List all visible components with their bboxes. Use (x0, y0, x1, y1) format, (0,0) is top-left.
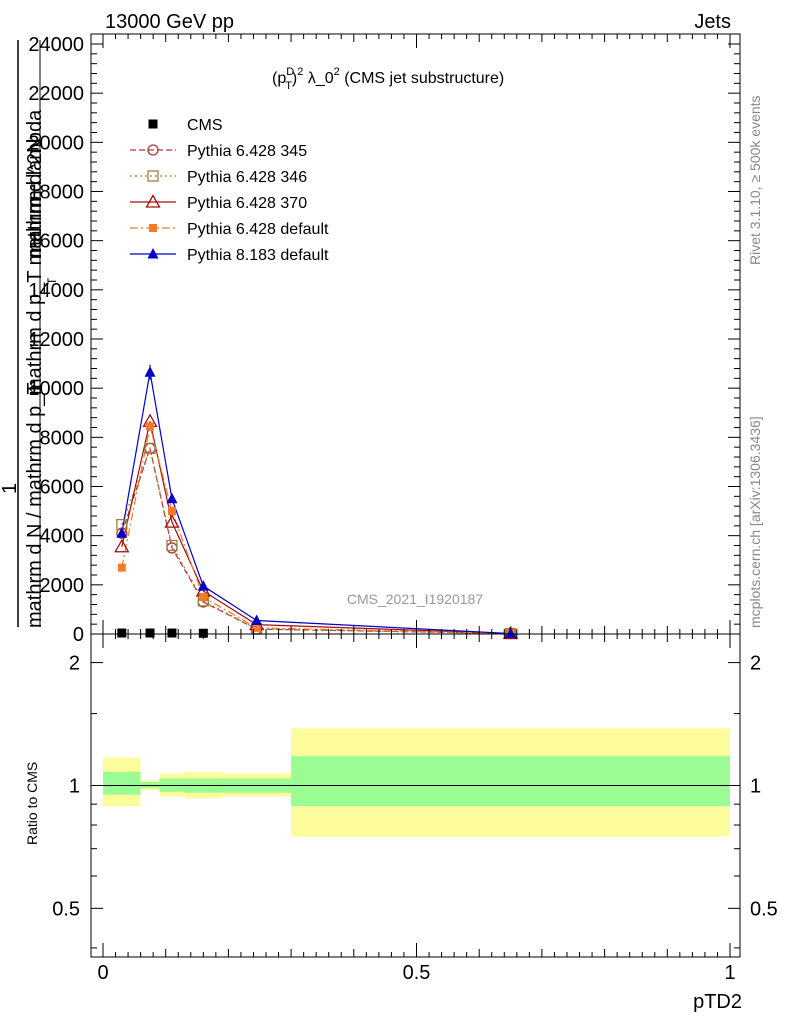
series-line-py8 (121, 372, 511, 635)
series-line-pydef (121, 426, 511, 635)
main-ytick-label: 16000 (28, 231, 84, 253)
ratio-ytick-label: 1 (69, 775, 80, 797)
legend-label-py8: Pythia 8.183 default (187, 247, 329, 264)
series-line-py370 (121, 421, 511, 635)
xlabel: pTD2 (693, 991, 742, 1013)
energy-label: 13000 GeV pp (105, 11, 234, 33)
legend-marker-py345 (147, 144, 159, 156)
xtick-label: 1 (724, 962, 735, 984)
legend-marker-cms (148, 119, 158, 129)
main-ylabel: 1 mathrm d N / mathrm d p_T mathrm d^2N … (0, 40, 59, 628)
point-pydef (167, 507, 176, 516)
legend-marker-py8 (147, 248, 159, 259)
legend-label-cms: CMS (187, 117, 223, 134)
main-ytick-label: 4000 (40, 526, 85, 548)
point-pydef (146, 422, 155, 431)
watermark: CMS_2021_I1920187 (347, 591, 483, 607)
main-ytick-label: 8000 (40, 427, 85, 449)
point-py8 (197, 580, 209, 591)
main-ytick-label: 0 (73, 624, 84, 646)
point-py8 (166, 492, 178, 504)
title-close: ) (292, 70, 297, 87)
ratio-ytick-label: 0.5 (52, 898, 80, 920)
point-py370 (114, 538, 130, 553)
xtick-label: 0 (97, 962, 108, 984)
title-p: (p (272, 70, 286, 87)
main-panel: 0 2000 4000 6000 8000 10000 12000 14000 16000 180… (0, 33, 741, 646)
ratio-ylabel: Ratio to CMS (24, 762, 40, 845)
ylabel-dn-dpt: mathrm d N / mathrm d p_T (24, 382, 46, 628)
ratio-band-inner (291, 756, 730, 807)
main-ytick-label: 10000 (28, 378, 84, 400)
main-ytick-label: 24000 (28, 34, 84, 56)
main-ytick-label: 18000 (28, 182, 84, 204)
point-py346 (166, 539, 178, 552)
point-cms (145, 628, 155, 638)
legend-label-py345: Pythia 6.428 345 (187, 143, 307, 160)
ylabel-d2n: mathrm d^2N (24, 139, 46, 258)
point-pydef (117, 563, 126, 572)
xtick-label: 0.5 (403, 962, 431, 984)
main-ytick-label: 6000 (40, 477, 85, 499)
ratio-frame (90, 633, 741, 958)
point-cms (117, 628, 127, 638)
point-py346 (144, 442, 156, 455)
point-pydef (252, 623, 261, 632)
ratio-ytick-label-right: 2 (750, 653, 761, 675)
ratio-ytick-label: 2 (69, 653, 80, 675)
ratio-ytick-label-right: 0.5 (750, 898, 778, 920)
main-ytick-label: 14000 (28, 280, 84, 302)
mcplots-label: mcplots.cern.ch [arXiv:1306.3436] (747, 416, 763, 628)
ylabel-dpt-dlambda: mathrm d p_T mathrm d lambda (24, 109, 46, 395)
point-py8 (144, 366, 156, 377)
legend-marker-py346 (147, 170, 159, 182)
legend-label-py370: Pythia 6.428 370 (187, 195, 307, 212)
legend-marker-py370 (145, 194, 161, 208)
title-lam: λ_0 (303, 70, 333, 87)
title-sup-d: D (286, 66, 294, 78)
title-sq2: 2 (334, 66, 340, 78)
title-sub-t: T (285, 80, 292, 92)
rivet-label: Rivet 3.1.10, ≥ 500k events (747, 95, 763, 265)
title-rest: (CMS jet substructure) (340, 70, 504, 87)
ratio-ytick-label-right: 1 (750, 775, 761, 797)
main-ytick-label: 2000 (40, 575, 85, 597)
legend: CMS Pythia 6.428 345 Pythia 6.428 346 Pythi… (130, 117, 329, 264)
point-pydef (199, 593, 208, 602)
chart-title: (pD T)2 λ_02 (CMS jet substructure) (272, 66, 504, 92)
main-ytick-label: 20000 (28, 132, 84, 154)
ratio-panel: 0.5 0.5 1 1 2 2 0 0.5 1 Ratio to CMS pTD2 (24, 633, 778, 1013)
ratio-band-inner (103, 771, 141, 795)
point-cms (167, 628, 177, 638)
legend-marker-pydef (149, 224, 157, 232)
ylabel-sub-t: T (45, 277, 59, 285)
point-py8 (116, 527, 128, 538)
category-label: Jets (694, 11, 731, 33)
point-py8 (251, 614, 263, 625)
legend-label-py346: Pythia 6.428 346 (187, 169, 307, 186)
main-ytick-label: 22000 (28, 83, 84, 105)
ylabel-one: 1 (0, 483, 21, 494)
main-ytick-label: 12000 (28, 329, 84, 351)
point-py8 (505, 627, 517, 639)
point-py370 (164, 514, 180, 528)
title-sq: 2 (297, 66, 303, 78)
legend-label-pydef: Pythia 6.428 default (187, 221, 329, 238)
